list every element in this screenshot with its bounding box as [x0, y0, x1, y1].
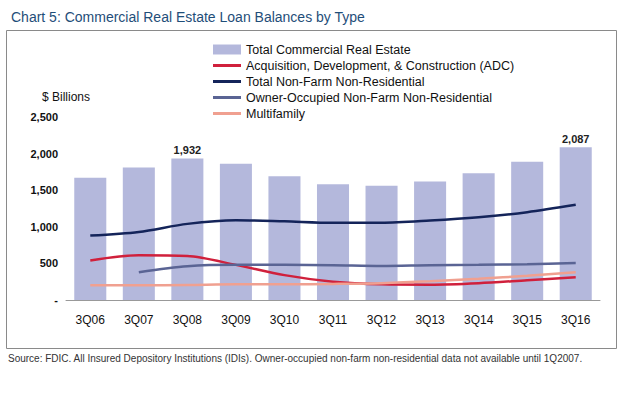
svg-text:2,087: 2,087: [562, 133, 590, 145]
svg-text:3Q06: 3Q06: [76, 313, 106, 327]
svg-text:Total Non-Farm Non-Residential: Total Non-Farm Non-Residential: [246, 75, 425, 89]
svg-text:3Q10: 3Q10: [270, 313, 300, 327]
svg-text:Acquisition, Development, & Co: Acquisition, Development, & Construction…: [246, 59, 514, 73]
svg-text:Multifamily: Multifamily: [246, 107, 306, 121]
svg-text:-: -: [54, 294, 58, 306]
svg-text:2,000: 2,000: [30, 148, 58, 160]
svg-text:3Q13: 3Q13: [415, 313, 445, 327]
svg-text:3Q11: 3Q11: [319, 313, 348, 327]
svg-text:3Q12: 3Q12: [367, 313, 397, 327]
svg-text:1,500: 1,500: [30, 184, 58, 196]
svg-text:3Q07: 3Q07: [124, 313, 154, 327]
svg-text:3Q08: 3Q08: [173, 313, 203, 327]
svg-text:Chart 5: Commercial Real Estat: Chart 5: Commercial Real Estate Loan Bal…: [11, 9, 365, 25]
svg-text:Total Commercial Real Estate: Total Commercial Real Estate: [246, 43, 411, 57]
svg-text:2,500: 2,500: [30, 111, 58, 123]
svg-text:Source: FDIC. All Insured Depo: Source: FDIC. All Insured Depository Ins…: [8, 353, 582, 364]
svg-text:Owner-Occupied Non-Farm Non-Re: Owner-Occupied Non-Farm Non-Residential: [246, 91, 492, 105]
svg-text:3Q16: 3Q16: [561, 313, 591, 327]
svg-text:3Q14: 3Q14: [464, 313, 494, 327]
svg-text:1,932: 1,932: [174, 144, 202, 156]
svg-text:3Q09: 3Q09: [221, 313, 251, 327]
svg-text:500: 500: [40, 257, 58, 269]
svg-text:1,000: 1,000: [30, 221, 58, 233]
svg-text:3Q15: 3Q15: [513, 313, 543, 327]
svg-text:$ Billions: $ Billions: [42, 90, 90, 104]
